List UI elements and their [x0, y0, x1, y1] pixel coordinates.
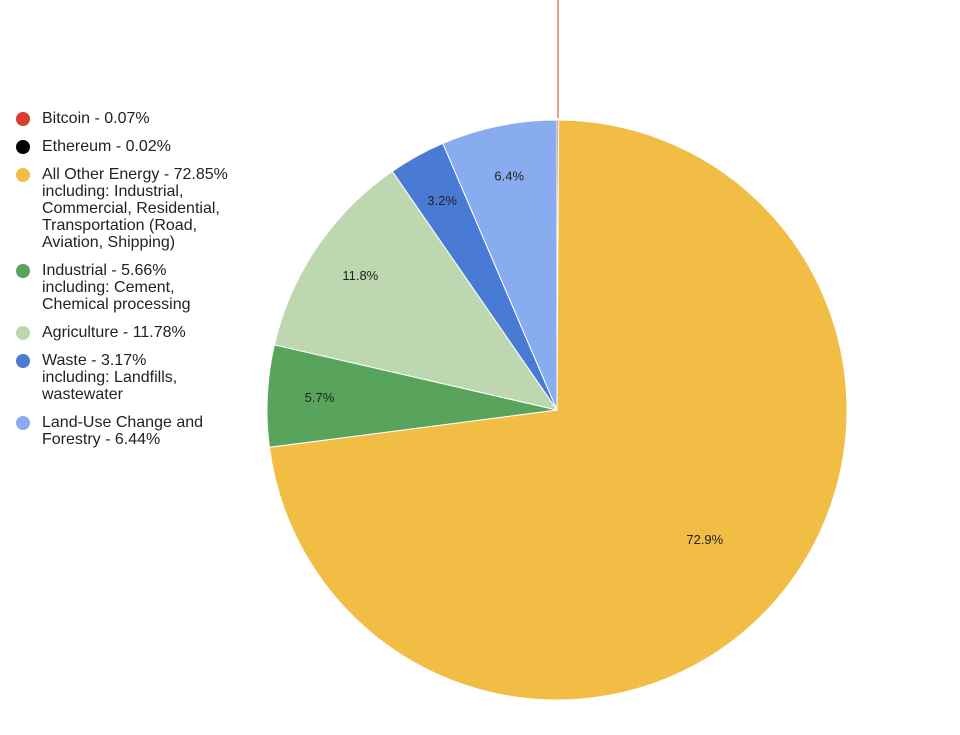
- legend-label-line: including: Landfills,: [42, 369, 178, 386]
- slice-data-label: 3.2%: [427, 193, 457, 208]
- pie-slice-labels: 72.9% 5.7% 11.8% 3.2% 6.4%: [305, 0, 724, 547]
- legend-label: Ethereum - 0.02%: [42, 138, 171, 155]
- legend-swatch: [16, 354, 30, 368]
- legend-swatch: [16, 326, 30, 340]
- legend-label-line: wastewater: [42, 386, 123, 403]
- slice-data-label: 5.7%: [305, 390, 335, 405]
- legend-label-line: Transportation (Road,: [42, 217, 198, 234]
- legend-item: All Other Energy - 72.85% including: Indu…: [16, 166, 266, 251]
- legend-item: Ethereum - 0.02%: [16, 138, 266, 155]
- legend-item: Industrial - 5.66% including: Cement, Chem…: [16, 262, 266, 313]
- legend-label-line: Ethereum - 0.02%: [42, 138, 171, 155]
- slice-data-label: 6.4%: [494, 169, 524, 184]
- legend-label-line: Forestry - 6.44%: [42, 431, 161, 448]
- legend-swatch: [16, 264, 30, 278]
- legend-item: Bitcoin - 0.07%: [16, 110, 266, 127]
- legend-label: Bitcoin - 0.07%: [42, 110, 150, 127]
- slice-data-label: 11.8%: [342, 268, 378, 283]
- legend-label: All Other Energy - 72.85% including: Indu…: [42, 166, 228, 251]
- legend-label-line: Waste - 3.17%: [42, 352, 147, 369]
- legend-label-line: including: Industrial,: [42, 183, 184, 200]
- legend-swatch: [16, 112, 30, 126]
- legend-label-line: Industrial - 5.66%: [42, 262, 167, 279]
- legend-label-line: Agriculture - 11.78%: [42, 324, 186, 341]
- legend-label-line: Land-Use Change and: [42, 414, 204, 431]
- legend-label-line: including: Cement,: [42, 279, 175, 296]
- pie-slice: [273, 170, 559, 411]
- pie-slice: [268, 119, 848, 701]
- pie-slice: [442, 119, 558, 411]
- legend-item: Land-Use Change and Forestry - 6.44%: [16, 414, 266, 448]
- legend-label: Agriculture - 11.78%: [42, 324, 186, 341]
- chart-legend: Bitcoin - 0.07% Ethereum - 0.02% All Other…: [16, 110, 266, 459]
- legend-label-line: Commercial, Residential,: [42, 200, 220, 217]
- slice-data-label: 72.9%: [686, 532, 723, 547]
- legend-item: Agriculture - 11.78%: [16, 324, 266, 341]
- legend-item: Waste - 3.17% including: Landfills, wastew…: [16, 352, 266, 403]
- legend-swatch: [16, 168, 30, 182]
- legend-label: Land-Use Change and Forestry - 6.44%: [42, 414, 203, 448]
- legend-swatch: [16, 416, 30, 430]
- legend-label-line: Chemical processing: [42, 296, 191, 313]
- legend-label-line: Bitcoin - 0.07%: [42, 110, 150, 127]
- legend-label: Industrial - 5.66% including: Cement, Chem…: [42, 262, 191, 313]
- pie-slices: [266, 119, 848, 701]
- legend-label-line: All Other Energy - 72.85%: [42, 166, 228, 183]
- legend-label-line: Aviation, Shipping): [42, 234, 176, 251]
- legend-label: Waste - 3.17% including: Landfills, wastew…: [42, 352, 177, 403]
- legend-swatch: [16, 140, 30, 154]
